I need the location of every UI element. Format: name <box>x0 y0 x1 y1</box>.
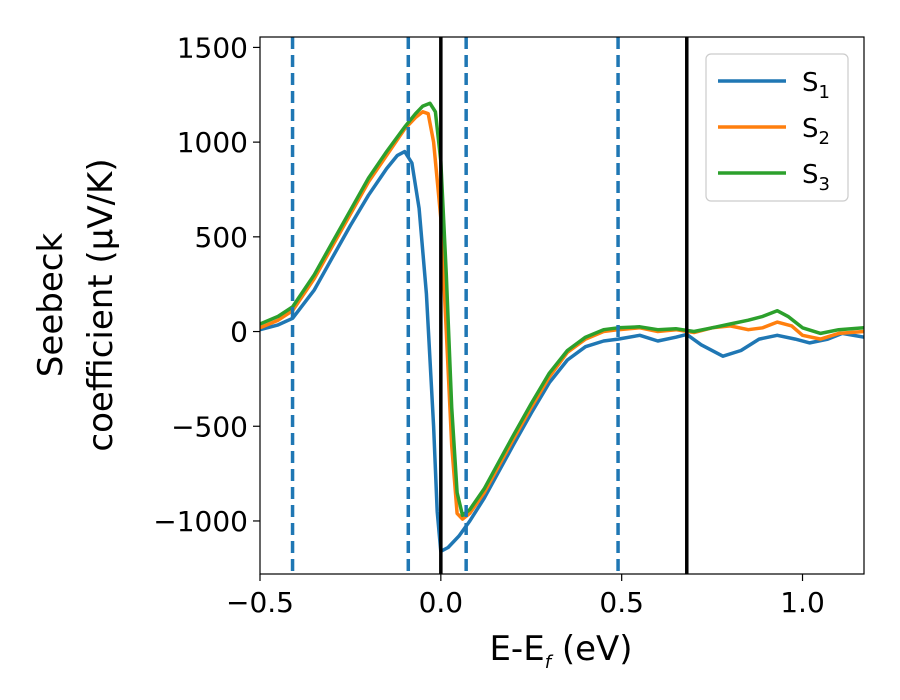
legend-label-s3: S3 <box>802 160 830 195</box>
y-tick-label: 1500 <box>177 31 248 64</box>
legend-label-main: S <box>802 114 819 144</box>
x-axis-label-main: E-E <box>489 629 544 669</box>
series-line-s2 <box>260 110 864 521</box>
y-axis-label-line2: coefficient (μV/K) <box>81 158 121 451</box>
plot-area <box>259 36 865 575</box>
legend-label-main: S <box>802 68 819 98</box>
y-axis-label-line1: Seebeck <box>31 233 71 378</box>
y-tick-label: 1000 <box>177 126 248 159</box>
plot-frame <box>259 36 865 575</box>
y-tick-label: −500 <box>171 410 248 443</box>
axis-ticks: −0.5 0.0 0.5 1.0 −1000 −500 0 500 1000 1500 <box>153 31 824 619</box>
x-tick-label: 0.5 <box>599 586 644 619</box>
y-tick-label: 500 <box>195 221 248 254</box>
legend-label-sub: 1 <box>819 82 830 103</box>
series-line-s3 <box>260 101 864 518</box>
x-tick-label: 1.0 <box>780 586 825 619</box>
y-tick-label: 0 <box>230 316 248 349</box>
legend-label-sub: 3 <box>819 174 830 195</box>
legend-label-s1: S1 <box>802 68 830 103</box>
legend-label-s2: S2 <box>802 114 830 149</box>
series-line-s1 <box>260 149 864 554</box>
y-tick-label: −1000 <box>153 505 248 538</box>
x-axis-label: E-Ef (eV) <box>489 629 632 673</box>
x-axis-label-sub: f <box>545 652 554 673</box>
x-tick-label: 0.0 <box>419 586 464 619</box>
legend-label-sub: 2 <box>819 128 830 149</box>
plot-inner <box>260 37 864 574</box>
x-axis-label-unit: (eV) <box>551 629 633 669</box>
x-tick-label: −0.5 <box>226 586 294 619</box>
legend-label-main: S <box>802 160 819 190</box>
